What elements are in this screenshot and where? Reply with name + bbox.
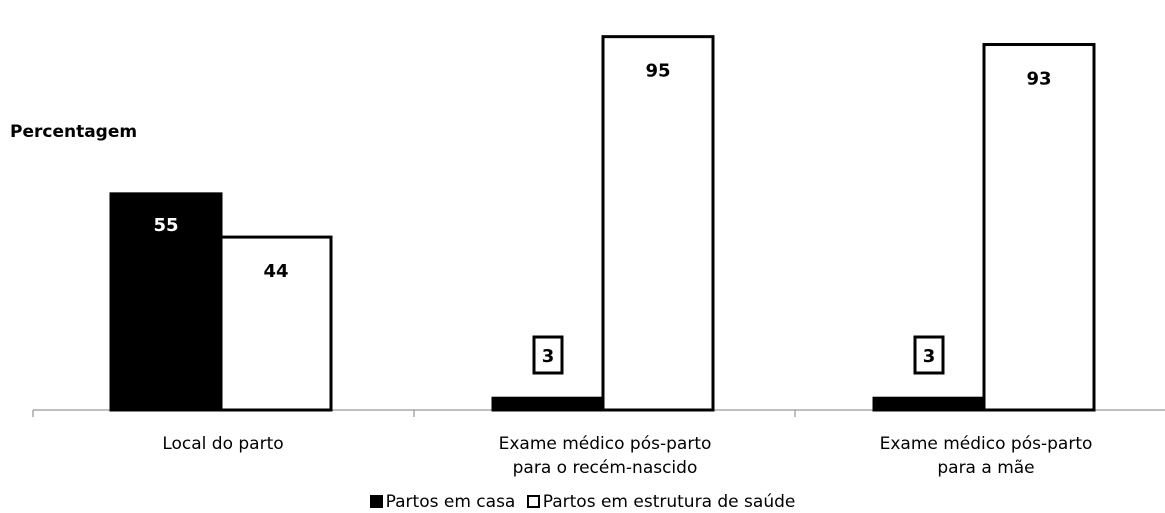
bar-home-0: [109, 192, 223, 412]
legend-item-facility: Partos em estrutura de saúde: [526, 492, 796, 512]
data-label-facility-1: 95: [645, 61, 670, 82]
data-label-home-1: 3: [542, 346, 555, 367]
bar-facility-2: [982, 43, 1096, 412]
legend-swatch-home: [369, 495, 383, 508]
data-label-box-home-2: [913, 335, 945, 375]
legend-label-facility: Partos em estrutura de saúde: [542, 492, 796, 512]
legend-label-home: Partos em casa: [385, 492, 516, 512]
bar-facility-1: [601, 35, 715, 412]
category-label-exame-mae: Exame médico pós-parto para a mãe: [879, 434, 1093, 478]
data-label-facility-2: 93: [1026, 69, 1051, 90]
data-label-facility-0: 44: [263, 261, 288, 282]
y-axis-label: Percentagem: [10, 122, 138, 142]
bar-home-1: [491, 396, 605, 412]
bar-home-2: [872, 396, 986, 412]
data-label-home-2: 3: [923, 346, 936, 367]
data-label-home-0: 55: [153, 215, 178, 236]
bar-facility-0: [219, 235, 333, 412]
legend-swatch-facility: [526, 495, 540, 508]
chart-legend: Partos em casa Partos em estrutura de sa…: [0, 491, 1165, 513]
legend-item-home: Partos em casa: [369, 492, 521, 512]
data-label-box-home-1: [532, 335, 564, 375]
category-label-local-do-parto: Local do parto: [162, 434, 284, 454]
category-label-exame-recem-nascido: Exame médico pós-parto para o recém-nasc…: [498, 434, 712, 478]
